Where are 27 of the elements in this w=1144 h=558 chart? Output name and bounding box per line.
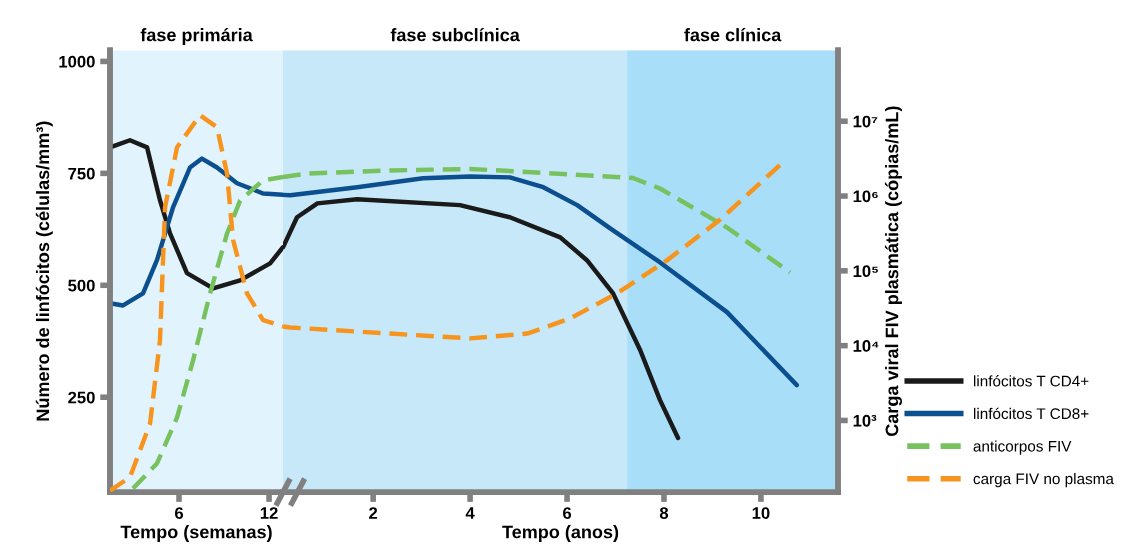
x-axis-title: Tempo (semanas) [120, 525, 272, 542]
y2-tick-label: 10⁵ [853, 265, 878, 278]
x-tick-label: 2 [369, 507, 378, 519]
legend-label: anticorpos FIV [973, 440, 1072, 455]
y2-tick-label: 10⁴ [853, 340, 879, 352]
x-tick-label: 6 [563, 507, 572, 519]
x-tick-label: 4 [465, 507, 475, 519]
legend-label: linfócitos T CD8+ [973, 407, 1089, 420]
band-label: fase primária [140, 27, 253, 45]
y-tick-label: 1000 [59, 55, 95, 68]
legend-label: carga FIV no plasma [973, 473, 1114, 488]
y2-tick-label: 10⁷ [853, 115, 878, 128]
y-tick-label: 500 [68, 279, 95, 292]
x-tick-label: 8 [659, 507, 669, 519]
x-tick-label: 12 [260, 507, 278, 519]
y-tick-label: 750 [68, 167, 95, 180]
x-tick-label: 6 [175, 507, 184, 519]
x-tick-label: 10 [752, 507, 770, 519]
y-tick-label: 250 [68, 391, 95, 404]
band-label: fase clínica [684, 27, 782, 42]
band-label: fase subclínica [390, 27, 520, 42]
x-axis-title: Tempo (anos) [502, 525, 619, 542]
y2-axis-title: Carga viral FIV plasmática (cópias/mL) [884, 106, 902, 436]
y2-tick-label: 10³ [853, 414, 877, 427]
legend-label: linfócitos T CD4+ [973, 375, 1089, 387]
y2-tick-label: 10⁶ [853, 190, 878, 203]
y-axis-title: Número de linfócitos (células/mm³) [35, 121, 53, 421]
